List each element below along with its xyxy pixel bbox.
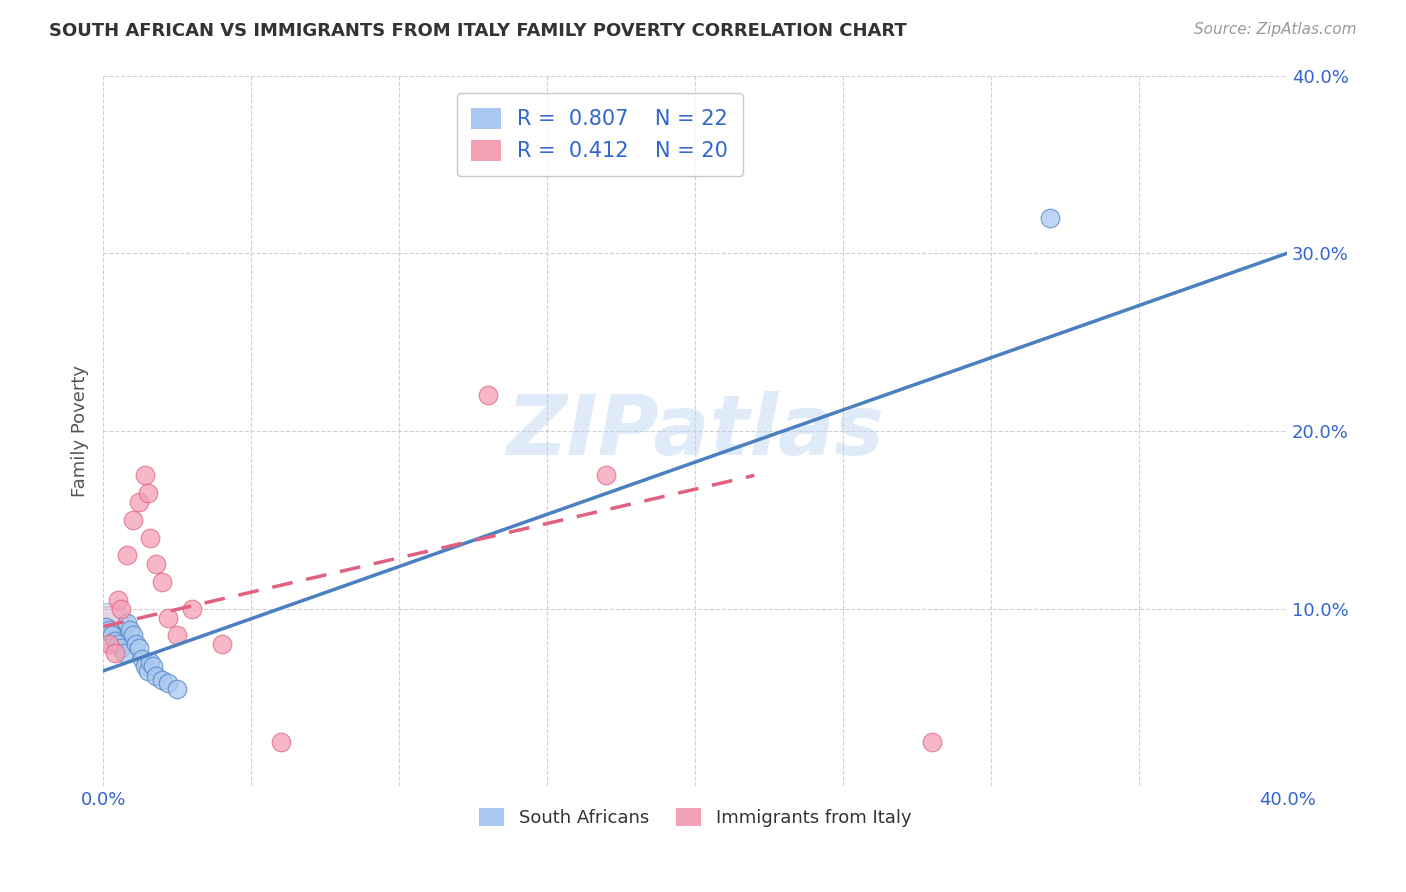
- Point: [134, 468, 156, 483]
- Point: [139, 531, 162, 545]
- Point: [142, 658, 165, 673]
- Y-axis label: Family Poverty: Family Poverty: [72, 365, 89, 497]
- Point: [110, 601, 132, 615]
- Point: [166, 628, 188, 642]
- Point: [98, 623, 121, 637]
- Point: [98, 619, 121, 633]
- Point: [211, 637, 233, 651]
- Point: [98, 619, 121, 633]
- Point: [118, 623, 141, 637]
- Point: [112, 646, 135, 660]
- Point: [477, 388, 499, 402]
- Point: [104, 633, 127, 648]
- Point: [107, 637, 129, 651]
- Point: [181, 601, 204, 615]
- Text: ZIPatlas: ZIPatlas: [506, 391, 884, 472]
- Point: [101, 628, 124, 642]
- Point: [121, 628, 143, 642]
- Point: [136, 486, 159, 500]
- Point: [115, 549, 138, 563]
- Point: [131, 651, 153, 665]
- Legend: South Africans, Immigrants from Italy: South Africans, Immigrants from Italy: [471, 800, 918, 834]
- Point: [94, 619, 117, 633]
- Point: [128, 640, 150, 655]
- Point: [150, 575, 173, 590]
- Point: [121, 513, 143, 527]
- Text: SOUTH AFRICAN VS IMMIGRANTS FROM ITALY FAMILY POVERTY CORRELATION CHART: SOUTH AFRICAN VS IMMIGRANTS FROM ITALY F…: [49, 22, 907, 40]
- Point: [150, 673, 173, 687]
- Point: [115, 615, 138, 630]
- Point: [136, 664, 159, 678]
- Text: Source: ZipAtlas.com: Source: ZipAtlas.com: [1194, 22, 1357, 37]
- Point: [921, 735, 943, 749]
- Point: [166, 681, 188, 696]
- Point: [110, 640, 132, 655]
- Point: [128, 495, 150, 509]
- Point: [104, 646, 127, 660]
- Point: [139, 655, 162, 669]
- Point: [145, 669, 167, 683]
- Point: [157, 610, 180, 624]
- Point: [145, 558, 167, 572]
- Point: [1039, 211, 1062, 225]
- Point: [134, 658, 156, 673]
- Point: [98, 637, 121, 651]
- Point: [595, 468, 617, 483]
- Point: [125, 637, 148, 651]
- Point: [270, 735, 292, 749]
- Point: [107, 592, 129, 607]
- Point: [157, 676, 180, 690]
